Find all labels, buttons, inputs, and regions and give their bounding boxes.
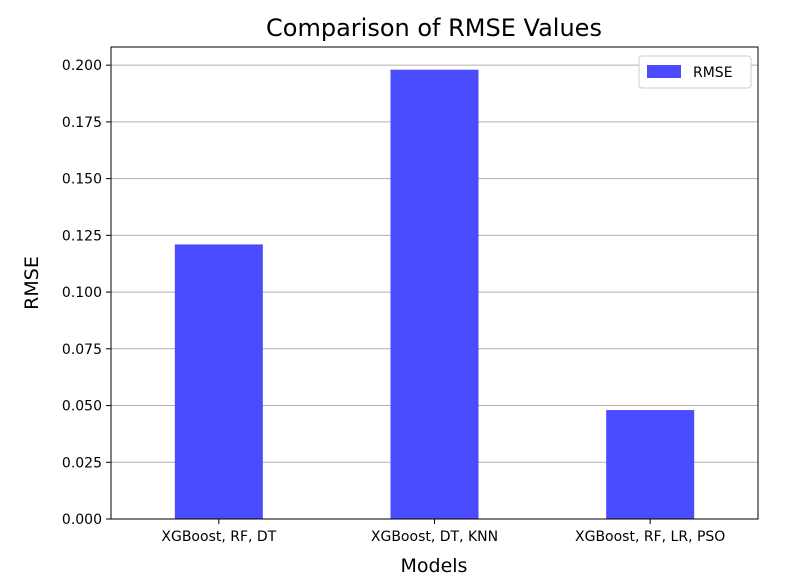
y-tick-label: 0.025 — [62, 455, 102, 471]
y-tick-label: 0.000 — [62, 512, 102, 528]
y-axis-ticks: 0.000 0.025 0.050 0.075 0.100 0.125 0.150 0.175… — [62, 58, 111, 528]
x-tick-label: XGBoost, RF, LR, PSO — [575, 529, 725, 545]
legend-box — [638, 55, 752, 89]
bars — [174, 69, 695, 519]
bar — [174, 244, 263, 519]
y-axis-label: RMSE — [21, 256, 43, 310]
x-axis-label: Models — [401, 555, 468, 577]
x-axis-ticks: XGBoost, RF, DT XGBoost, DT, KNN XGBoost, … — [161, 519, 725, 545]
y-tick-label: 0.075 — [62, 342, 102, 358]
y-tick-label: 0.100 — [62, 285, 102, 301]
y-tick-label: 0.200 — [62, 58, 102, 74]
x-tick-label: XGBoost, DT, KNN — [371, 529, 498, 545]
y-tick-label: 0.125 — [62, 228, 102, 244]
x-tick-label: XGBoost, RF, DT — [161, 529, 276, 545]
y-tick-label: 0.050 — [62, 399, 102, 415]
y-tick-label: 0.175 — [62, 115, 102, 131]
legend-label: RMSE — [693, 65, 733, 81]
bar — [390, 69, 479, 519]
bar — [606, 410, 695, 519]
chart-title: Comparison of RMSE Values — [266, 14, 602, 42]
legend: RMSE — [638, 55, 752, 89]
legend-swatch — [647, 65, 681, 78]
y-tick-label: 0.150 — [62, 172, 102, 188]
